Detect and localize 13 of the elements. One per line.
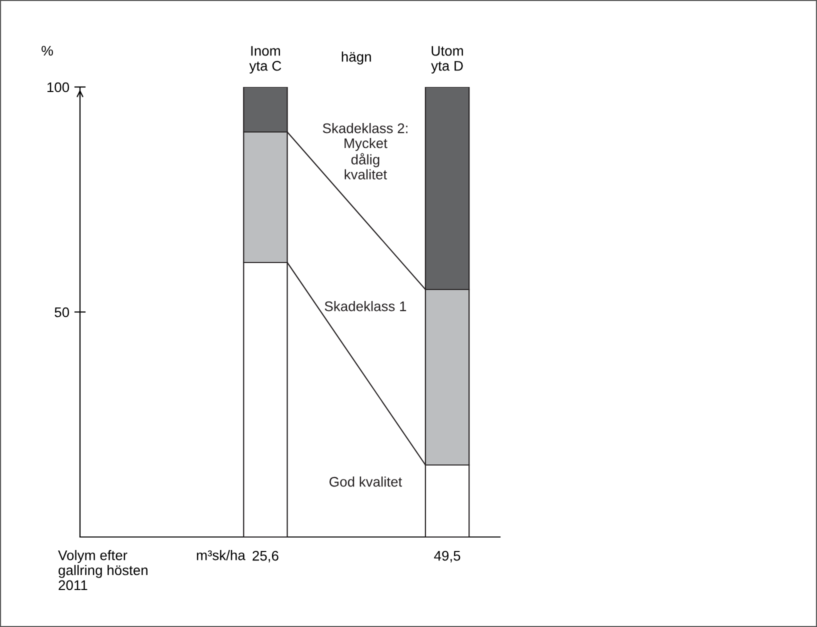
- series-label: God kvalitet: [329, 476, 402, 487]
- series-label: Skadeklass 1: [324, 301, 406, 312]
- text: Volym efter gallring hösten 2011: [58, 550, 148, 590]
- series-label: Skadeklass 2: Mycket dålig kvalitet: [322, 123, 408, 180]
- text: 25,6: [252, 550, 278, 562]
- x-tick-label: Utom yta D: [431, 46, 463, 74]
- x-tick-label: Inom yta C: [249, 46, 282, 74]
- y-tick-label: 100: [47, 82, 70, 92]
- y-tick-label: 50: [54, 307, 70, 318]
- text: hägn: [342, 52, 371, 64]
- text: m³sk/ha: [196, 550, 246, 560]
- text: 49,5: [434, 550, 460, 562]
- y-axis-title: %: [42, 46, 53, 56]
